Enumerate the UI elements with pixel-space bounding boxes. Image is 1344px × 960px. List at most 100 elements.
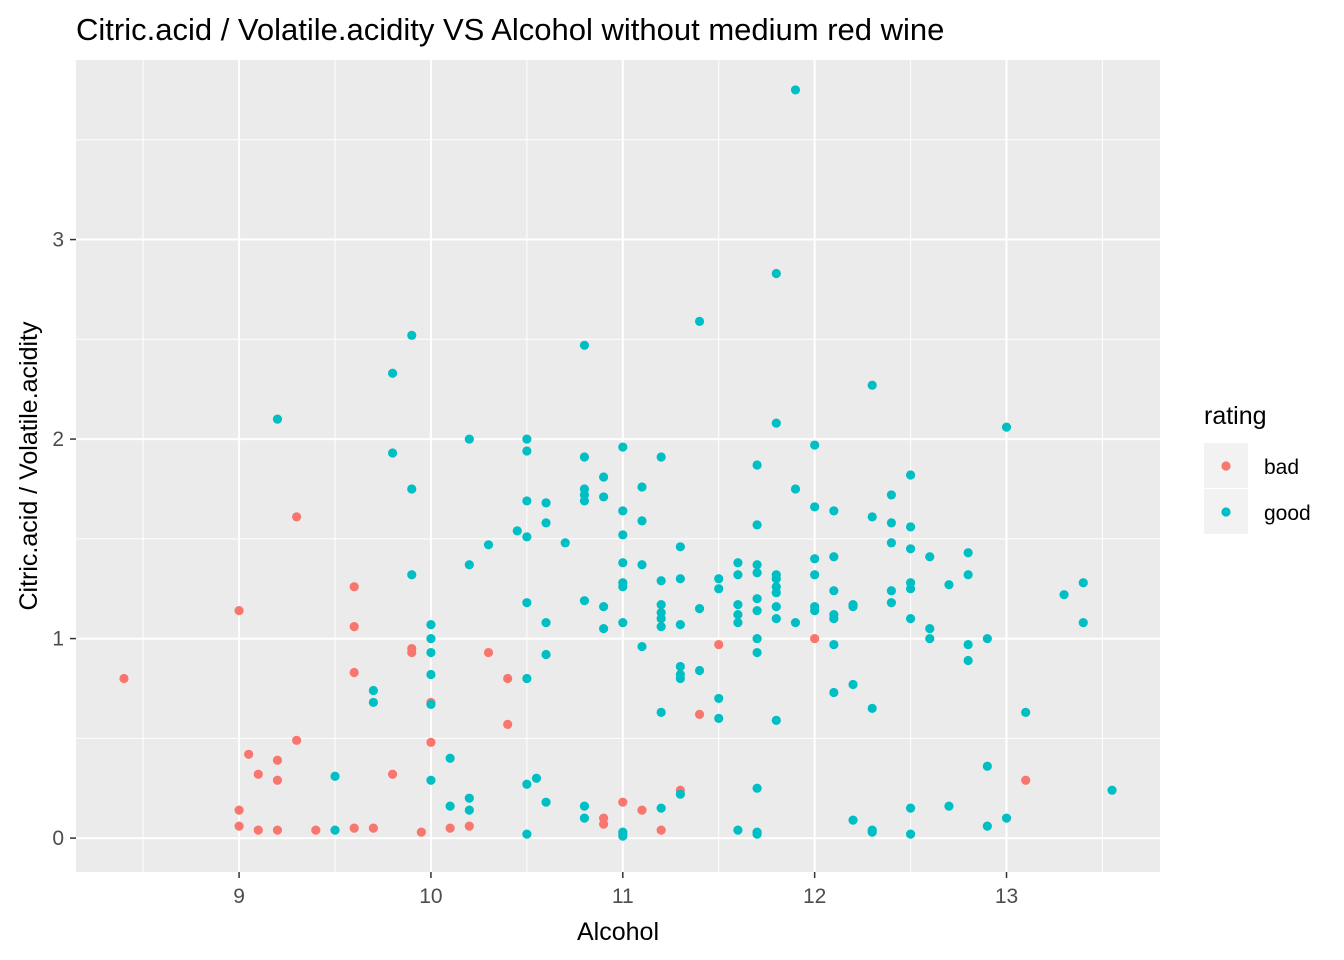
- point-bad: [426, 737, 436, 747]
- point-good: [464, 434, 474, 444]
- legend-label-bad: bad: [1264, 456, 1299, 479]
- point-good: [752, 560, 762, 570]
- point-good: [1078, 618, 1088, 628]
- point-good: [752, 829, 762, 839]
- point-good: [1001, 422, 1012, 432]
- point-good: [848, 679, 858, 690]
- point-good: [733, 600, 743, 610]
- point-good: [407, 330, 417, 340]
- point-good: [848, 815, 858, 825]
- point-good: [637, 482, 647, 492]
- plot-panel: [76, 60, 1160, 872]
- y-tick-label: 1: [52, 628, 64, 651]
- point-good: [618, 831, 628, 841]
- point-good: [810, 554, 820, 564]
- data-points: [119, 85, 1117, 841]
- point-good: [714, 584, 724, 594]
- point-good: [771, 602, 781, 612]
- point-good: [426, 669, 436, 680]
- point-good: [886, 538, 896, 548]
- point-good: [733, 825, 743, 835]
- major-gridlines: [76, 60, 1160, 872]
- point-good: [694, 665, 705, 676]
- point-bad: [714, 639, 724, 650]
- point-good: [752, 633, 762, 644]
- point-bad: [234, 606, 244, 616]
- point-good: [330, 825, 340, 835]
- point-good: [829, 639, 839, 650]
- legend-key-bad: [1221, 461, 1231, 471]
- point-good: [522, 496, 532, 506]
- point-bad: [810, 633, 820, 644]
- point-bad: [272, 825, 283, 835]
- point-bad: [272, 755, 283, 765]
- point-good: [771, 715, 781, 725]
- x-tick-label: 12: [803, 885, 826, 908]
- point-good: [905, 544, 916, 554]
- point-good: [714, 693, 724, 704]
- chart-title: Citric.acid / Volatile.acidity VS Alcoho…: [76, 12, 944, 47]
- point-good: [637, 641, 647, 652]
- x-axis-title: Alcohol: [577, 918, 659, 946]
- point-bad: [503, 719, 513, 729]
- point-good: [579, 596, 590, 606]
- point-good: [829, 687, 839, 698]
- point-bad: [483, 647, 494, 658]
- point-good: [905, 470, 916, 480]
- point-good: [733, 610, 743, 620]
- y-tick-label: 0: [52, 827, 64, 850]
- point-good: [867, 703, 877, 714]
- point-good: [426, 647, 436, 658]
- point-good: [445, 801, 455, 811]
- point-bad: [445, 823, 455, 833]
- x-tick-label: 9: [233, 885, 245, 908]
- point-good: [982, 821, 992, 831]
- point-good: [330, 771, 340, 781]
- point-bad: [1021, 775, 1031, 785]
- point-good: [426, 633, 436, 644]
- legend-label-good: good: [1264, 502, 1311, 525]
- point-good: [810, 502, 820, 512]
- point-good: [733, 618, 743, 628]
- point-good: [1021, 707, 1031, 717]
- point-good: [637, 560, 647, 570]
- point-bad: [464, 821, 474, 831]
- point-good: [771, 614, 781, 624]
- point-bad: [349, 667, 359, 678]
- point-good: [1001, 813, 1012, 823]
- point-bad: [244, 749, 254, 759]
- point-bad: [349, 823, 359, 833]
- point-good: [886, 598, 896, 608]
- point-good: [656, 707, 666, 717]
- point-good: [618, 582, 628, 592]
- point-good: [426, 775, 436, 785]
- point-good: [867, 512, 877, 522]
- point-bad: [349, 622, 359, 632]
- point-good: [886, 518, 896, 528]
- point-good: [426, 620, 436, 630]
- point-good: [618, 506, 628, 516]
- point-good: [656, 576, 666, 586]
- x-axis: 9 10 11 12 13: [233, 872, 1018, 908]
- point-good: [886, 586, 896, 596]
- point-good: [522, 673, 532, 684]
- point-good: [368, 697, 378, 708]
- point-good: [694, 316, 705, 326]
- point-good: [387, 368, 398, 378]
- point-bad: [253, 769, 263, 779]
- point-bad: [292, 512, 302, 522]
- point-good: [714, 713, 724, 723]
- point-good: [541, 518, 551, 528]
- point-bad: [234, 821, 244, 831]
- point-bad: [618, 797, 628, 807]
- point-good: [618, 530, 628, 540]
- point-good: [867, 827, 877, 837]
- point-good: [426, 699, 436, 710]
- point-good: [810, 440, 820, 450]
- point-good: [925, 633, 935, 644]
- point-good: [599, 492, 609, 502]
- point-good: [675, 673, 685, 684]
- point-good: [848, 602, 858, 612]
- y-axis: 0 1 2 3: [52, 229, 76, 850]
- point-good: [579, 496, 590, 506]
